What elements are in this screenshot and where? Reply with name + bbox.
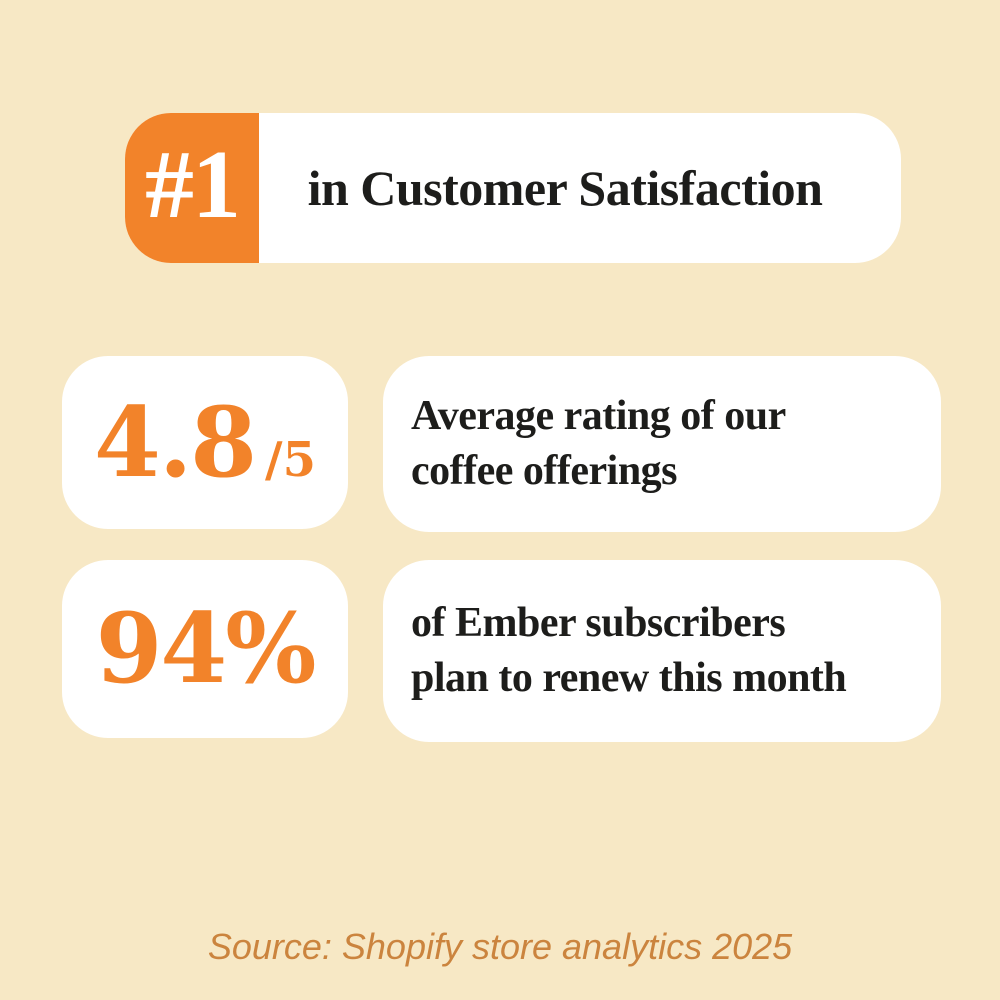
rating-scale: /5 [265,431,316,488]
ranking-badge: #1 in Customer Satisfaction [125,113,901,263]
rating-stat: 4.8 /5 [94,385,316,499]
rating-description-line-2: coffee offerings [411,448,678,494]
renewal-value-card: 94% [62,560,348,738]
renewal-description-line-1: of Ember subscribers [411,599,786,646]
ranking-title: in Customer Satisfaction [307,160,823,216]
rating-description-line-1: Average rating of our [411,392,786,439]
renewal-stat: 94% [95,592,317,705]
rating-value-card: 4.8 /5 [62,356,348,529]
rank-number: #1 [125,113,259,263]
rating-value: 4.8 [94,385,257,499]
rating-description-card: Average rating of our coffee offerings [383,356,941,532]
source-attribution: Source: Shopify store analytics 2025 [207,926,793,967]
renewal-description-line-2: plan to renew this month [411,655,847,701]
renewal-value: 94% [95,592,317,705]
renewal-description-card: of Ember subscribers plan to renew this … [383,560,941,742]
